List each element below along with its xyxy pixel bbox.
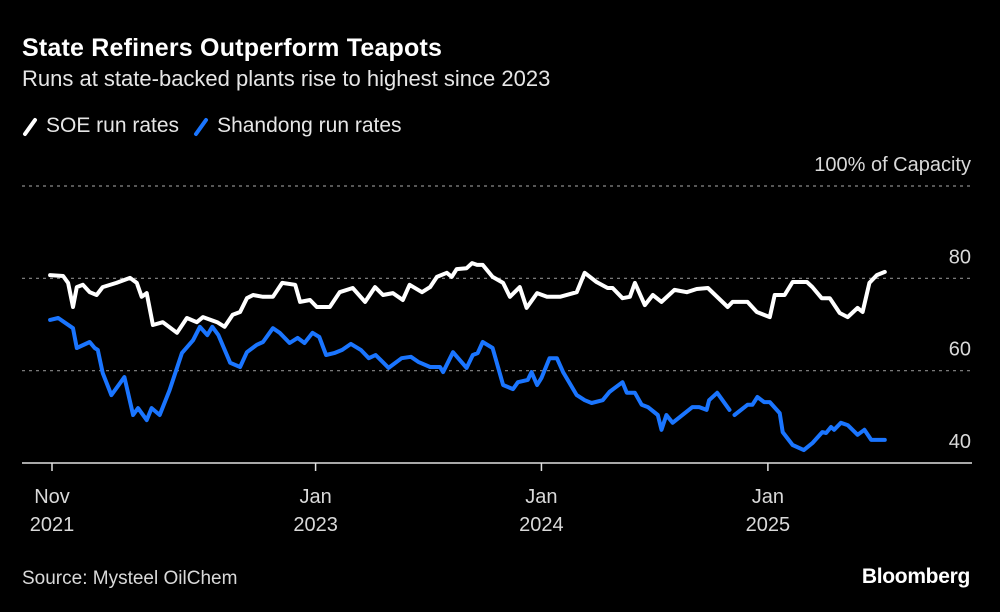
x-tick-label-year: 2021 bbox=[30, 514, 75, 536]
legend-label-soe: SOE run rates bbox=[46, 114, 180, 137]
legend-item-shandong: Shandong run rates bbox=[193, 114, 402, 138]
series-line-shandong bbox=[48, 316, 887, 453]
series-line-soe bbox=[48, 261, 887, 335]
x-tick-label-month: Jan bbox=[525, 486, 557, 508]
legend-item-soe: SOE run rates bbox=[22, 114, 179, 138]
legend: SOE run rates Shandong run rates bbox=[22, 114, 416, 138]
x-tick-label-month: Jan bbox=[752, 486, 784, 508]
chart-subtitle: Runs at state-backed plants rise to high… bbox=[22, 66, 551, 91]
y-tick-label-100: 100% of Capacity bbox=[814, 154, 971, 176]
x-tick-label-year: 2025 bbox=[746, 514, 791, 536]
bloomberg-logo: Bloomberg bbox=[861, 565, 970, 588]
chart-title: State Refiners Outperform Teapots bbox=[22, 34, 443, 62]
y-tick-label-60: 60 bbox=[949, 339, 971, 361]
x-tick-label-year: 2023 bbox=[293, 514, 338, 536]
legend-swatch-shandong bbox=[194, 118, 209, 136]
legend-label-shandong: Shandong run rates bbox=[217, 114, 402, 137]
x-tick-label-month: Jan bbox=[299, 486, 331, 508]
x-tick-label-month: Nov bbox=[34, 486, 70, 508]
x-tick-label-year: 2024 bbox=[519, 514, 564, 536]
source-note: Source: Mysteel OilChem bbox=[22, 568, 238, 589]
legend-swatch-soe bbox=[23, 118, 37, 136]
y-tick-label-40: 40 bbox=[949, 431, 971, 453]
y-tick-label-80: 80 bbox=[949, 246, 971, 268]
